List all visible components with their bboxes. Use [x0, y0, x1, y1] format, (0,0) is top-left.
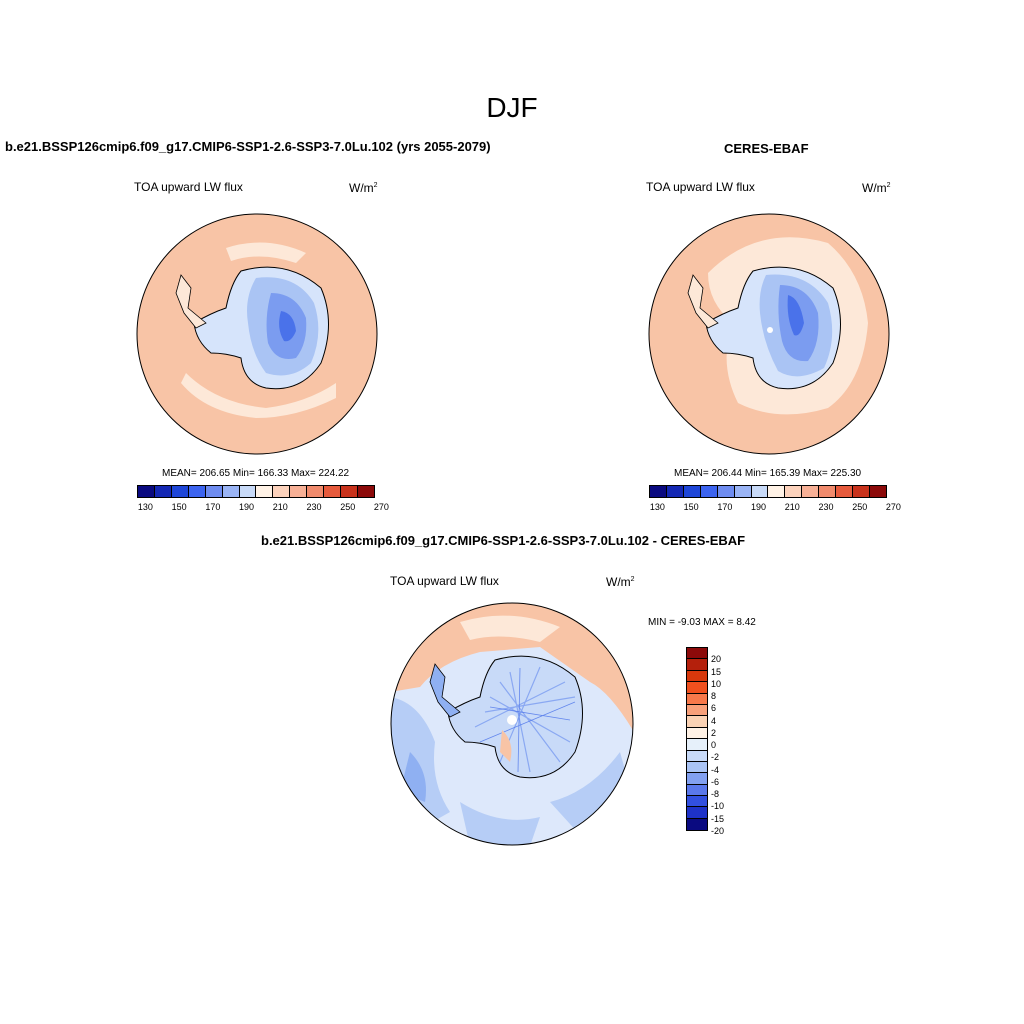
- obs-colorbar-ticks: 130 150 170 190 210 230 250 270: [649, 502, 901, 514]
- obs-colorbar: [649, 485, 887, 498]
- diff-colorbar-swatch: [687, 796, 707, 808]
- diff-minmax: MIN = -9.03 MAX = 8.42: [648, 617, 756, 628]
- model-colorbar-swatch: [205, 486, 223, 497]
- model-colorbar-tick-label: 210: [272, 502, 288, 512]
- model-variable-label: TOA upward LW flux: [134, 180, 243, 194]
- obs-colorbar-swatch: [819, 486, 837, 497]
- model-polar-map: [136, 213, 378, 455]
- diff-colorbar-swatch: [687, 693, 707, 705]
- obs-polar-map: [648, 213, 890, 455]
- model-colorbar-swatch: [357, 486, 374, 497]
- obs-colorbar-swatch: [666, 486, 684, 497]
- diff-colorbar-swatch: [687, 682, 707, 694]
- model-colorbar-tick-label: 170: [205, 502, 221, 512]
- model-panel-title: b.e21.BSSP126cmip6.f09_g17.CMIP6-SSP1-2.…: [5, 139, 491, 154]
- diff-polar-map: [390, 602, 634, 846]
- diff-panel-title: b.e21.BSSP126cmip6.f09_g17.CMIP6-SSP1-2.…: [261, 533, 746, 548]
- diff-colorbar-swatch: [687, 807, 707, 819]
- diff-colorbar-swatch: [687, 773, 707, 785]
- model-colorbar-swatch: [222, 486, 240, 497]
- model-colorbar-swatch: [307, 486, 325, 497]
- diff-colorbar-label: -2: [711, 752, 720, 763]
- obs-colorbar-swatch: [802, 486, 820, 497]
- diff-unit-label: W/m2: [606, 575, 635, 589]
- obs-colorbar-tick-label: 210: [784, 502, 800, 512]
- diff-colorbar-labels: 20 15 10 8 6 4 2 0 -2 -4 -6 -8 -10 -15 -20: [711, 647, 741, 843]
- obs-colorbar-swatch: [869, 486, 886, 497]
- model-unit-label: W/m2: [349, 181, 378, 195]
- diff-colorbar-label: 15: [711, 666, 722, 677]
- model-colorbar-swatch: [171, 486, 189, 497]
- diff-colorbar-swatch: [687, 750, 707, 762]
- diff-colorbar-label: 4: [711, 715, 717, 726]
- diff-colorbar-swatch: [687, 818, 707, 831]
- model-stats: MEAN= 206.65 Min= 166.33 Max= 224.22: [162, 468, 350, 479]
- diff-colorbar-label: -4: [711, 764, 720, 775]
- model-colorbar-swatch: [256, 486, 274, 497]
- diff-colorbar-label: -10: [711, 801, 725, 812]
- obs-colorbar-tick-label: 190: [751, 502, 767, 512]
- diff-colorbar: [686, 647, 708, 832]
- diff-colorbar-label: -8: [711, 789, 720, 799]
- obs-colorbar-tick-label: 250: [852, 502, 868, 512]
- model-colorbar-swatch: [273, 486, 291, 497]
- diff-colorbar-swatch: [687, 704, 707, 717]
- diff-colorbar-swatch: [687, 784, 707, 797]
- obs-colorbar-swatch: [836, 486, 854, 497]
- model-colorbar-swatch: [324, 486, 342, 497]
- model-colorbar: [137, 485, 375, 498]
- diff-colorbar-label: 0: [711, 740, 717, 750]
- obs-unit-label: W/m2: [862, 181, 891, 195]
- model-colorbar-tick-label: 130: [137, 502, 153, 512]
- diff-colorbar-label: 10: [711, 678, 722, 689]
- obs-colorbar-tick-label: 150: [683, 502, 699, 512]
- season-title: DJF: [486, 92, 538, 123]
- diff-colorbar-label: 20: [711, 654, 722, 665]
- obs-colorbar-swatch: [683, 486, 701, 497]
- diff-colorbar-swatch: [687, 727, 707, 740]
- diff-colorbar-swatch: [687, 670, 707, 683]
- model-colorbar-tick-label: 270: [373, 502, 389, 512]
- obs-colorbar-swatch: [734, 486, 752, 497]
- obs-colorbar-swatch: [853, 486, 870, 497]
- obs-stats: MEAN= 206.44 Min= 165.39 Max= 225.30: [674, 468, 862, 479]
- model-colorbar-swatch: [239, 486, 257, 497]
- diff-colorbar-label: -6: [711, 776, 720, 787]
- obs-colorbar-swatch: [650, 486, 667, 497]
- model-colorbar-swatch: [188, 486, 206, 497]
- obs-colorbar-swatch: [751, 486, 769, 497]
- obs-colorbar-swatch: [785, 486, 803, 497]
- model-colorbar-ticks: 130 150 170 190 210 230 250 270: [137, 502, 389, 514]
- model-colorbar-swatch: [341, 486, 358, 497]
- model-colorbar-tick-label: 190: [239, 502, 255, 512]
- model-colorbar-swatch: [290, 486, 308, 497]
- model-colorbar-tick-label: 250: [340, 502, 356, 512]
- model-colorbar-tick-label: 150: [171, 502, 187, 512]
- diff-colorbar-swatch: [687, 659, 707, 671]
- diff-colorbar-label: 8: [711, 691, 717, 701]
- diff-colorbar-label: -20: [711, 825, 725, 836]
- model-colorbar-swatch: [138, 486, 155, 497]
- obs-variable-label: TOA upward LW flux: [646, 180, 755, 194]
- obs-colorbar-tick-label: 270: [885, 502, 901, 512]
- obs-colorbar-tick-label: 170: [717, 502, 733, 512]
- diff-colorbar-swatch: [687, 716, 707, 728]
- obs-colorbar-tick-label: 130: [649, 502, 665, 512]
- obs-colorbar-swatch: [700, 486, 718, 497]
- diff-variable-label: TOA upward LW flux: [390, 574, 499, 588]
- obs-panel-title: CERES-EBAF: [724, 141, 809, 156]
- diff-colorbar-label: -15: [711, 813, 725, 824]
- model-colorbar-tick-label: 230: [306, 502, 322, 512]
- diff-colorbar-label: 6: [711, 703, 717, 714]
- diff-colorbar-swatch: [687, 648, 707, 660]
- obs-colorbar-tick-label: 230: [818, 502, 834, 512]
- diff-colorbar-swatch: [687, 739, 707, 751]
- diff-colorbar-swatch: [687, 761, 707, 774]
- obs-colorbar-swatch: [768, 486, 786, 497]
- diff-colorbar-label: 2: [711, 727, 717, 738]
- obs-colorbar-swatch: [717, 486, 735, 497]
- model-colorbar-swatch: [154, 486, 172, 497]
